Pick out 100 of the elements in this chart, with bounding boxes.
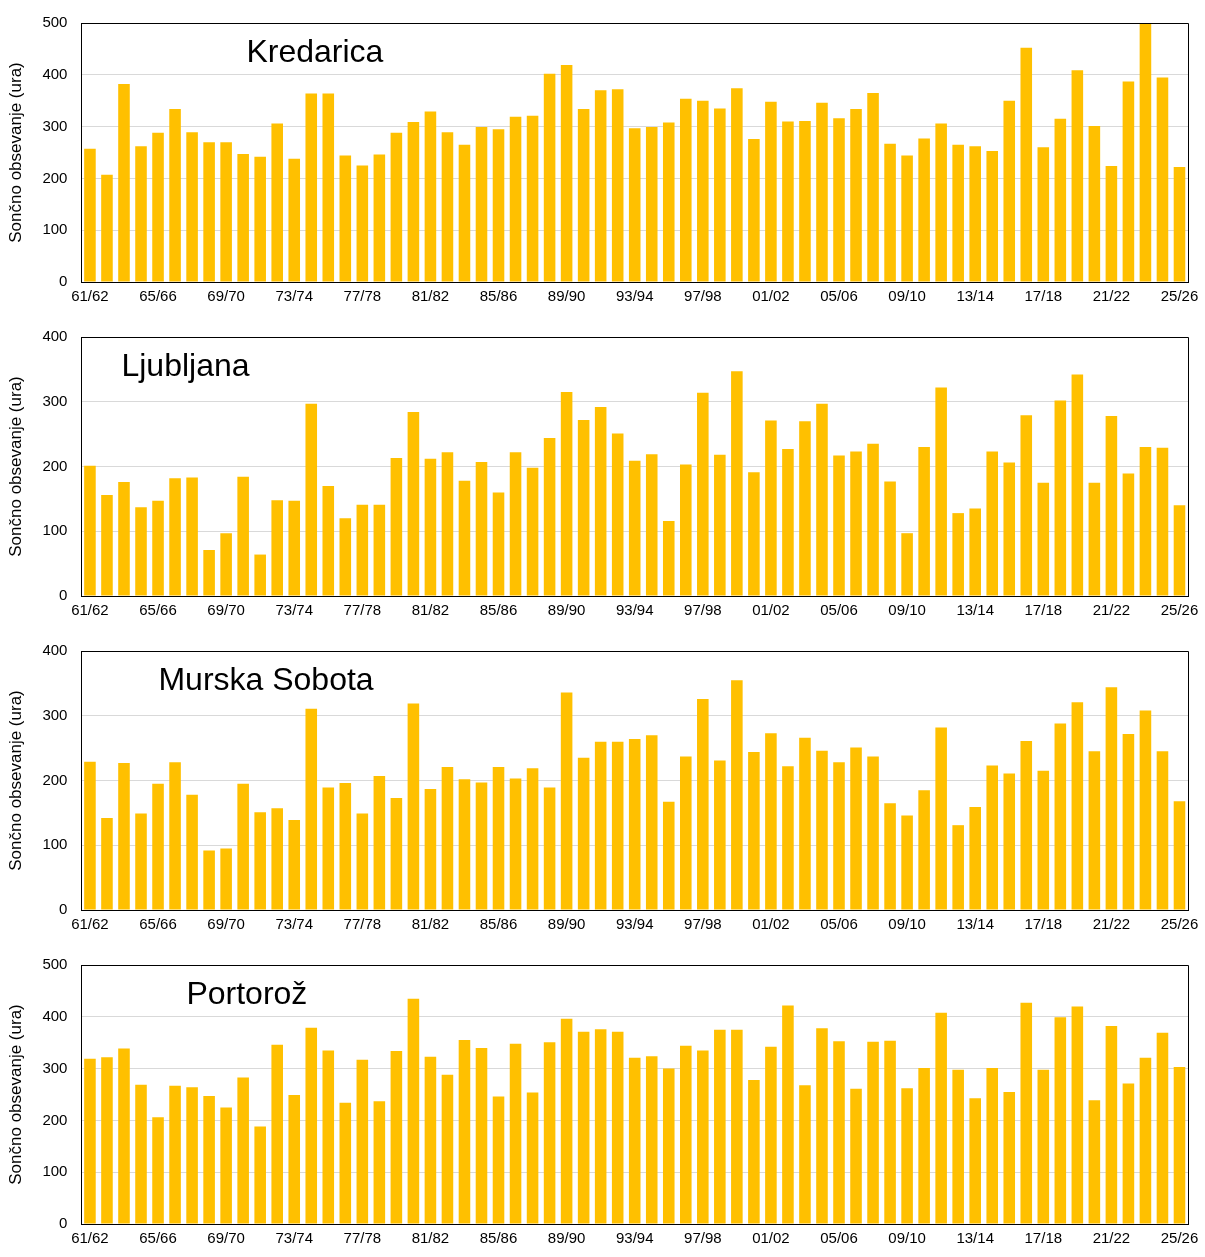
bar <box>339 783 352 910</box>
bar <box>373 1101 386 1224</box>
y-tick-label: 400 <box>42 641 68 659</box>
bar <box>135 813 147 910</box>
y-tick-label: 200 <box>42 168 68 186</box>
bar <box>509 452 522 596</box>
x-tick-label: 61/62 <box>71 601 109 619</box>
bar <box>101 174 113 282</box>
bar <box>799 120 811 282</box>
x-tick-label: 69/70 <box>207 1229 245 1247</box>
y-tick-label: 400 <box>42 1006 68 1024</box>
bar <box>611 89 624 282</box>
bar <box>271 500 283 596</box>
bar <box>901 1088 913 1224</box>
bar <box>1156 1032 1169 1224</box>
bar <box>611 433 624 596</box>
bar <box>526 768 539 910</box>
bar <box>1139 1057 1152 1224</box>
bar <box>509 1043 522 1224</box>
bar <box>1054 723 1067 910</box>
bar <box>1122 733 1135 910</box>
y-tick-label: 300 <box>42 116 68 134</box>
bar <box>458 779 471 910</box>
bar <box>322 787 335 910</box>
bar <box>1071 1006 1084 1224</box>
bar <box>475 461 488 596</box>
x-tick-label: 25/26 <box>1160 1229 1199 1247</box>
bar <box>782 449 794 596</box>
bar <box>271 123 283 282</box>
bar <box>186 477 198 596</box>
bar <box>458 1040 471 1224</box>
bar <box>441 766 454 910</box>
x-tick-label: 09/10 <box>888 1229 926 1247</box>
x-tick-label: 77/78 <box>343 915 382 933</box>
bar <box>526 115 539 282</box>
bar <box>782 766 794 910</box>
x-tick-label: 89/90 <box>547 1229 586 1247</box>
bar <box>628 460 641 596</box>
bar <box>680 1045 692 1224</box>
chart-title: Ljubljana <box>121 346 250 383</box>
x-tick-label: 25/26 <box>1160 915 1199 933</box>
x-tick-label: 13/14 <box>956 1229 994 1247</box>
bar <box>731 680 743 910</box>
bar <box>901 533 913 596</box>
bar <box>1020 741 1033 910</box>
bar <box>492 766 505 910</box>
bar <box>1156 751 1169 910</box>
bar <box>867 443 879 596</box>
bar <box>662 122 675 282</box>
bar <box>986 765 999 910</box>
bar <box>1139 710 1152 910</box>
bar <box>152 783 164 910</box>
bar <box>918 138 930 282</box>
bar <box>1003 1091 1016 1224</box>
bar <box>1003 462 1016 596</box>
x-tick-label: 81/82 <box>411 287 450 305</box>
bar <box>594 1029 607 1224</box>
bar <box>1020 415 1033 596</box>
bar <box>833 455 845 596</box>
bar <box>1020 1002 1033 1224</box>
bar <box>628 1057 641 1224</box>
y-tick-label: 100 <box>42 1162 68 1180</box>
x-tick-label: 89/90 <box>547 287 586 305</box>
bar <box>731 88 743 282</box>
bar <box>1105 165 1118 282</box>
bar <box>765 420 777 596</box>
bar <box>748 139 760 282</box>
x-tick-label: 85/86 <box>479 1229 518 1247</box>
bar <box>339 155 352 282</box>
bar <box>1173 167 1186 282</box>
bar <box>901 815 913 910</box>
bar <box>424 1056 437 1224</box>
x-tick-label: 77/78 <box>343 1229 382 1247</box>
x-tick-label: 85/86 <box>479 915 518 933</box>
x-tick-label: 65/66 <box>139 1229 177 1247</box>
bar <box>424 111 437 282</box>
bar <box>152 1117 164 1224</box>
bar <box>475 1047 488 1224</box>
bar <box>799 421 811 596</box>
bar <box>441 452 454 596</box>
bar <box>782 121 794 282</box>
bar <box>220 848 232 910</box>
bar <box>135 507 147 596</box>
bar <box>254 1126 266 1224</box>
bar <box>560 692 573 910</box>
bar <box>1173 801 1186 910</box>
bar <box>288 1095 301 1224</box>
bar <box>969 146 981 282</box>
bar <box>203 1096 215 1224</box>
x-tick-label: 01/02 <box>752 287 790 305</box>
y-tick-label: 300 <box>42 1058 68 1076</box>
bar <box>765 733 777 910</box>
bar <box>901 155 913 282</box>
bar <box>969 1098 981 1224</box>
bar <box>322 93 335 282</box>
x-tick-label: 97/98 <box>684 1229 722 1247</box>
bar <box>765 101 777 282</box>
chart-title: Portorož <box>186 974 308 1011</box>
bar <box>816 102 828 282</box>
y-tick-label: 300 <box>42 705 68 723</box>
